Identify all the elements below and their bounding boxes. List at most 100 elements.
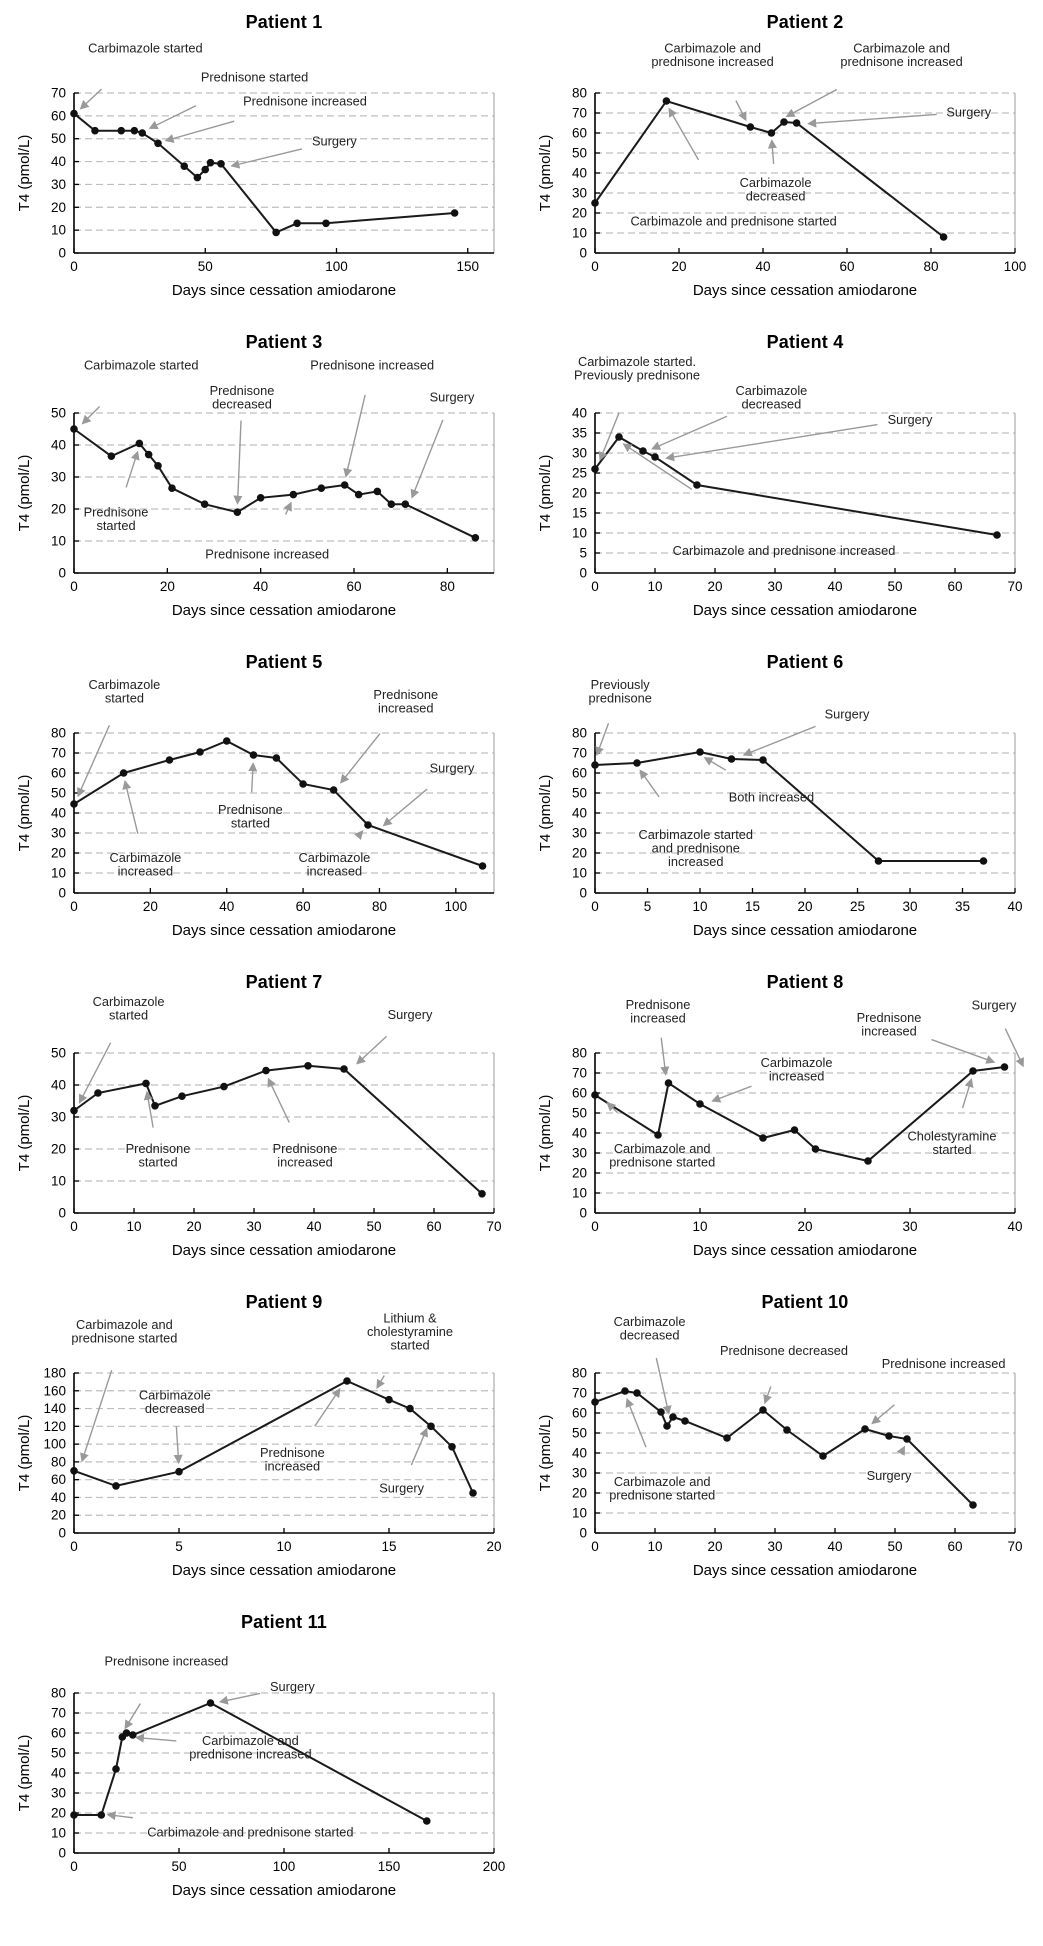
svg-text:40: 40 [1007, 899, 1022, 914]
svg-text:40: 40 [827, 1539, 842, 1554]
svg-text:25: 25 [850, 899, 865, 914]
svg-text:Carbimazole: Carbimazole [139, 1388, 211, 1403]
svg-text:40: 40 [51, 438, 66, 453]
svg-text:15: 15 [745, 899, 760, 914]
patient-11-panel: Patient 11 0 10 20 30 40 50 60 70 80 0 50 100 150 200… [0, 1604, 521, 1924]
svg-text:Carbimazole and prednisone inc: Carbimazole and prednisone increased [673, 543, 896, 558]
svg-text:Days since cessation amiodaron: Days since cessation amiodarone [172, 922, 396, 939]
svg-text:40: 40 [51, 154, 66, 169]
svg-text:Carbimazole started: Carbimazole started [84, 358, 199, 373]
svg-text:80: 80 [51, 1454, 66, 1469]
svg-text:30: 30 [572, 446, 587, 461]
svg-text:20: 20 [572, 1166, 587, 1181]
svg-text:10: 10 [692, 899, 707, 914]
svg-text:0: 0 [70, 1859, 78, 1874]
svg-text:and prednisone: and prednisone [652, 841, 740, 856]
svg-text:30: 30 [572, 1146, 587, 1161]
svg-text:60: 60 [296, 899, 311, 914]
svg-text:increased: increased [769, 1068, 825, 1083]
svg-text:40: 40 [219, 899, 234, 914]
svg-text:prednisone started: prednisone started [609, 1155, 715, 1170]
svg-text:35: 35 [955, 899, 970, 914]
patient-2-panel: Patient 2 0 10 20 30 40 50 60 70 80 0 20 40 60 80 100 D… [521, 4, 1042, 324]
svg-text:Carbimazole and prednisone sta: Carbimazole and prednisone started [147, 1825, 353, 1840]
patient-8-panel: Patient 8 0 10 20 30 40 50 60 70 80 0 10 20 30 40 Days… [521, 964, 1042, 1284]
svg-text:15: 15 [381, 1539, 396, 1554]
svg-text:0: 0 [58, 1206, 66, 1221]
svg-text:10: 10 [572, 526, 587, 541]
svg-text:Days since cessation amiodaron: Days since cessation amiodarone [172, 1882, 396, 1899]
svg-text:100: 100 [1004, 259, 1027, 274]
svg-text:20: 20 [797, 1219, 812, 1234]
svg-text:30: 30 [51, 1786, 66, 1801]
svg-text:80: 80 [572, 86, 587, 101]
svg-text:40: 40 [51, 1766, 66, 1781]
svg-text:30: 30 [902, 899, 917, 914]
svg-text:cholestyramine: cholestyramine [367, 1324, 453, 1339]
svg-text:0: 0 [591, 579, 599, 594]
svg-text:Prednisone: Prednisone [626, 997, 691, 1012]
svg-text:Carbimazole: Carbimazole [88, 677, 160, 692]
svg-text:80: 80 [372, 899, 387, 914]
svg-text:30: 30 [246, 1219, 261, 1234]
svg-text:10: 10 [51, 1174, 66, 1189]
svg-text:50: 50 [572, 1106, 587, 1121]
svg-text:T4 (pmol/L): T4 (pmol/L) [537, 1415, 554, 1492]
patient-9-panel: Patient 9 0 20 40 60 80 100 120 140 160 180 0 5 10 15… [0, 1284, 521, 1604]
svg-text:20: 20 [51, 1806, 66, 1821]
svg-text:80: 80 [572, 1366, 587, 1381]
svg-text:10: 10 [572, 1506, 587, 1521]
svg-text:Days since cessation amiodaron: Days since cessation amiodarone [172, 602, 396, 619]
svg-text:Prednisone increased: Prednisone increased [105, 1654, 229, 1669]
svg-text:0: 0 [591, 1219, 599, 1234]
svg-text:20: 20 [160, 579, 175, 594]
svg-text:Surgery: Surgery [888, 412, 933, 427]
svg-text:started: started [138, 1155, 177, 1170]
svg-text:0: 0 [70, 1219, 78, 1234]
patient-4-panel: Patient 4 0 5 10 15 20 25 30 35 40 0 10 20 30 40 50 60 7… [521, 324, 1042, 644]
svg-text:60: 60 [947, 1539, 962, 1554]
svg-text:prednisone increased: prednisone increased [840, 54, 962, 69]
svg-text:Lithium &: Lithium & [383, 1313, 437, 1325]
svg-text:20: 20 [51, 1142, 66, 1157]
svg-text:Previously: Previously [591, 677, 651, 692]
svg-text:15: 15 [572, 506, 587, 521]
svg-text:10: 10 [51, 223, 66, 238]
svg-text:40: 40 [306, 1219, 321, 1234]
svg-text:T4 (pmol/L): T4 (pmol/L) [16, 1415, 33, 1492]
svg-text:Prednisone: Prednisone [210, 383, 275, 398]
svg-text:30: 30 [51, 826, 66, 841]
svg-text:Surgery: Surgery [388, 1007, 433, 1022]
svg-text:Prednisone: Prednisone [218, 802, 283, 817]
svg-text:70: 70 [572, 746, 587, 761]
svg-text:60: 60 [51, 108, 66, 123]
svg-text:Carbimazole: Carbimazole [740, 175, 812, 190]
svg-text:30: 30 [572, 186, 587, 201]
svg-text:25: 25 [572, 466, 587, 481]
svg-text:T4 (pmol/L): T4 (pmol/L) [16, 1095, 33, 1172]
svg-text:5: 5 [579, 546, 587, 561]
svg-text:Carbimazole and: Carbimazole and [202, 1733, 299, 1748]
svg-text:Prednisone increased: Prednisone increased [243, 94, 367, 109]
svg-text:30: 30 [572, 826, 587, 841]
svg-text:80: 80 [51, 1686, 66, 1701]
svg-text:increased: increased [307, 863, 363, 878]
svg-text:30: 30 [767, 579, 782, 594]
svg-text:Days since cessation amiodaron: Days since cessation amiodarone [693, 1242, 917, 1259]
svg-text:100: 100 [43, 1437, 66, 1452]
chart-title-patient-8: Patient 8 [766, 972, 844, 992]
svg-text:40: 40 [1007, 1219, 1022, 1234]
svg-text:Days since cessation amiodaron: Days since cessation amiodarone [693, 282, 917, 299]
svg-text:80: 80 [440, 579, 455, 594]
svg-text:80: 80 [572, 726, 587, 741]
svg-text:20: 20 [186, 1219, 201, 1234]
svg-text:10: 10 [276, 1539, 291, 1554]
svg-text:70: 70 [486, 1219, 501, 1234]
svg-text:decreased: decreased [746, 188, 806, 203]
svg-text:Carbimazole and: Carbimazole and [614, 1141, 711, 1156]
svg-text:60: 60 [572, 126, 587, 141]
svg-text:80: 80 [923, 259, 938, 274]
svg-text:Carbimazole: Carbimazole [109, 850, 181, 865]
svg-text:140: 140 [43, 1401, 66, 1416]
chart-title-patient-6: Patient 6 [766, 652, 844, 672]
